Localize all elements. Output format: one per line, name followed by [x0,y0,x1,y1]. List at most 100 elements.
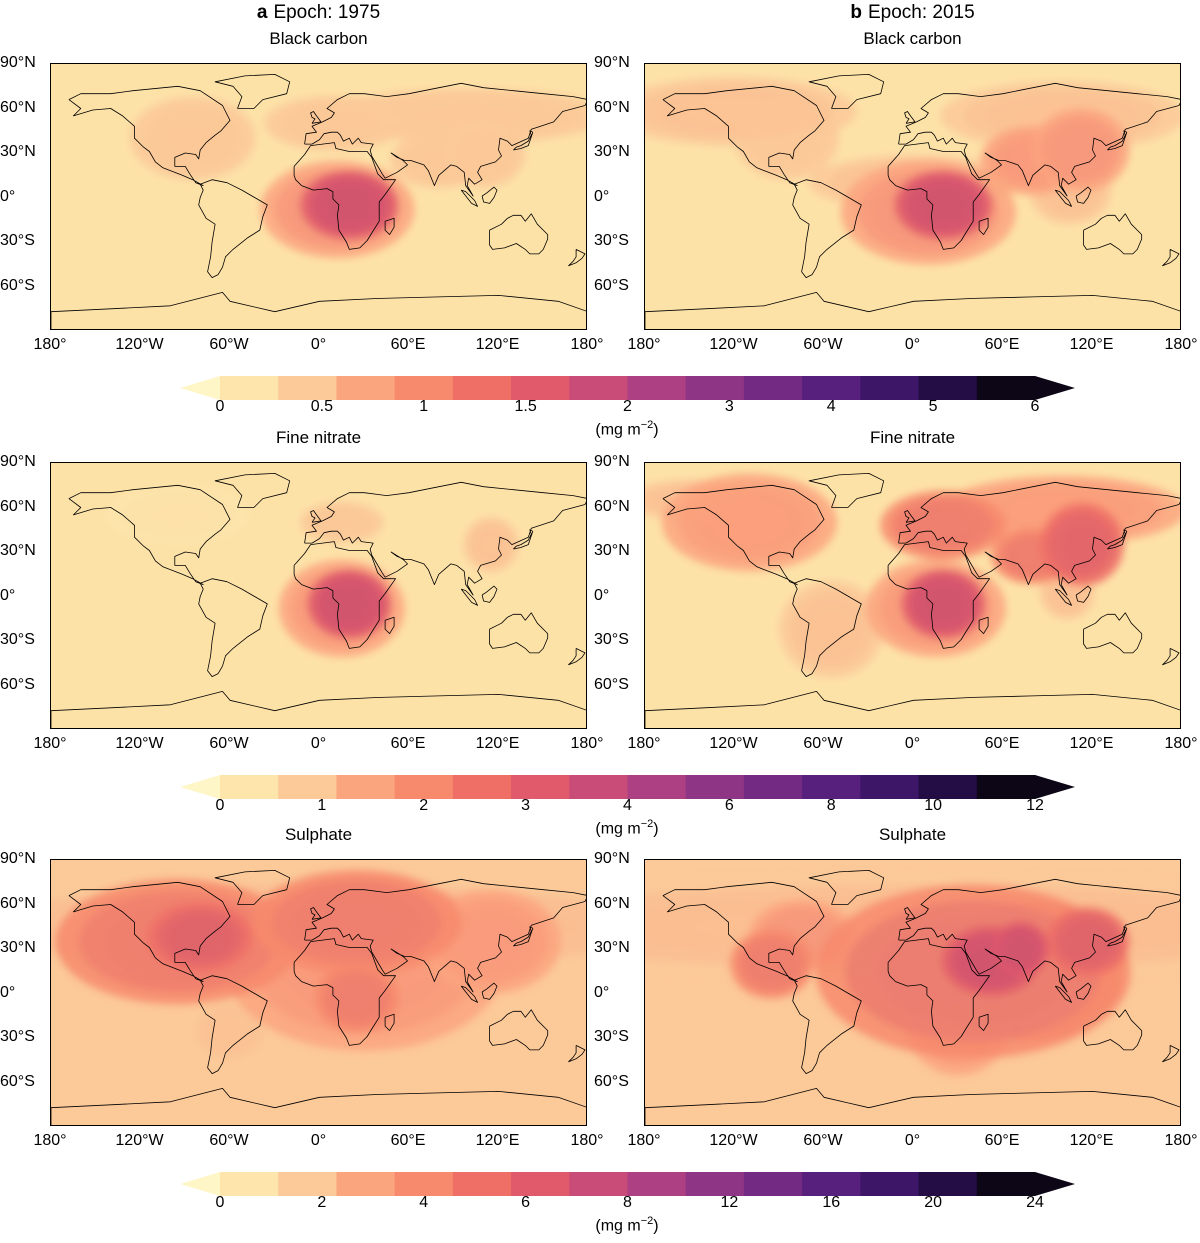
lat-tick-label: 0° [594,187,610,205]
lat-tick-label: 30°N [0,542,36,559]
coastline-greenland [808,73,885,109]
colorbar-swatch [336,775,396,799]
lon-tick-label: 180° [1164,336,1198,353]
coastline-australia [489,612,549,654]
unit-close: ) [653,820,659,838]
coastline-antarctica [645,291,1180,329]
coastline-madagascar [978,616,989,635]
lon-tick-label: 180° [33,735,67,752]
colorbar-swatch [802,775,861,799]
coastline-japan [1107,529,1128,550]
colorbar-max-extend [1035,775,1075,799]
lat-tick-label: 30°N [0,143,36,160]
panel-title-black-carbon: Black carbon [863,29,962,48]
lat-tick-label: 60°N [594,98,630,116]
colorbar-swatch [976,775,1036,799]
colorbar-swatch [743,1172,803,1196]
coastline-south-america [198,179,268,279]
colorbar-swatch [802,376,861,400]
coastline-borneo [481,982,498,1000]
coastline-borneo [1075,186,1092,204]
colorbar-tick-label: 6 [1030,398,1040,415]
coastline-uk [904,111,916,124]
hotspot-6-layer-1 [880,490,1007,561]
coastline-eurasia [304,82,586,197]
lat-tick-label: 0° [0,187,16,205]
lon-tick-label: 60°W [803,1132,843,1149]
coastline-south-america [792,179,862,279]
lon-tick-label: 180° [570,735,604,752]
colorbar-swatch [860,1172,920,1196]
hotspot-0-layer-1 [107,487,248,543]
lon-tick-label: 120°W [115,735,164,752]
colorbar-swatch [511,376,570,400]
lon-tick-label: 120°W [115,1132,164,1149]
colorbar-swatch [976,1172,1036,1196]
lon-tick-label: 120°W [709,1132,758,1149]
coastline-sumatra [1054,189,1073,207]
colorbar-tick-label: 2 [623,398,632,415]
coastline-eurasia [898,481,1180,596]
coastline-antarctica [645,690,1180,728]
map-canvas [51,463,586,728]
lat-tick-label: 0° [0,983,16,1001]
lat-tick-label: 30°S [594,232,629,249]
colorbar-swatch [569,775,628,799]
epoch-label: Epoch: 2015 [867,2,975,23]
lon-tick-label: 120°W [115,336,164,353]
map-canvas [645,463,1180,728]
lat-tick-label: 30°N [594,542,630,559]
coastline-new-zealand [568,249,586,267]
panel-title-fine-nitrate: Fine nitrate [869,428,956,447]
map-canvas [645,860,1180,1125]
colorbar-swatch [743,775,803,799]
coastline-borneo [1075,982,1092,1000]
colorbar-swatch [976,376,1036,400]
lon-tick-label: 60°E [390,735,426,752]
panel-title-sulphate: Sulphate [878,825,947,844]
map-sulphate-1975 [50,859,587,1126]
coastline-africa [293,142,397,250]
colorbar-swatch [569,1172,628,1196]
coastline-south-america [198,578,268,678]
lon-tick-label: 60°W [803,735,843,752]
lat-tick-label: 30°S [0,631,35,648]
coastline-new-zealand [1162,1045,1180,1063]
colorbar-swatch [569,376,628,400]
coastline-north-america [662,484,825,585]
hotspot-6-layer-1 [314,963,399,1033]
colorbar-swatch [336,376,396,400]
colorbar-swatch [394,376,454,400]
colorbar-tick-label: 1.5 [514,398,537,415]
colorbar-tick-label: 20 [924,1194,943,1211]
lat-tick-label: 90°N [594,453,630,470]
unit-close: ) [653,421,659,439]
colorbar-tick-label: 0 [215,398,225,415]
colorbar-swatch [220,376,279,400]
colorbar-unit: (mg m−2) [595,419,658,439]
coastline-africa [887,938,991,1046]
hotspot-8-layer-1 [894,170,993,240]
lon-tick-label: 60°W [209,1132,249,1149]
lat-tick-label: 90°N [0,54,36,71]
lon-tick-label: 60°W [209,336,249,353]
coastline-australia [1083,612,1143,654]
coastline-borneo [1075,585,1092,603]
coastline-uk [904,510,916,523]
colorbar-swatch [278,376,337,400]
colorbar-sulphate [180,1172,1075,1196]
lon-tick-label: 120°E [1069,735,1114,752]
lat-tick-label: 30°S [0,1028,35,1045]
lon-tick-label: 0° [310,735,327,752]
coastline-new-zealand [1162,648,1180,666]
hotspot-7-layer-1 [1031,108,1130,192]
coastline-south-america [198,975,268,1075]
coastline-sumatra [460,985,479,1003]
colorbar-tick-label: 0.5 [310,398,333,415]
lon-tick-label: 180° [627,735,661,752]
coastline-japan [1107,130,1128,151]
colorbar-tick-label: 8 [623,1194,632,1211]
coastline-uk [310,111,322,124]
lat-tick-label: 30°N [0,939,36,956]
